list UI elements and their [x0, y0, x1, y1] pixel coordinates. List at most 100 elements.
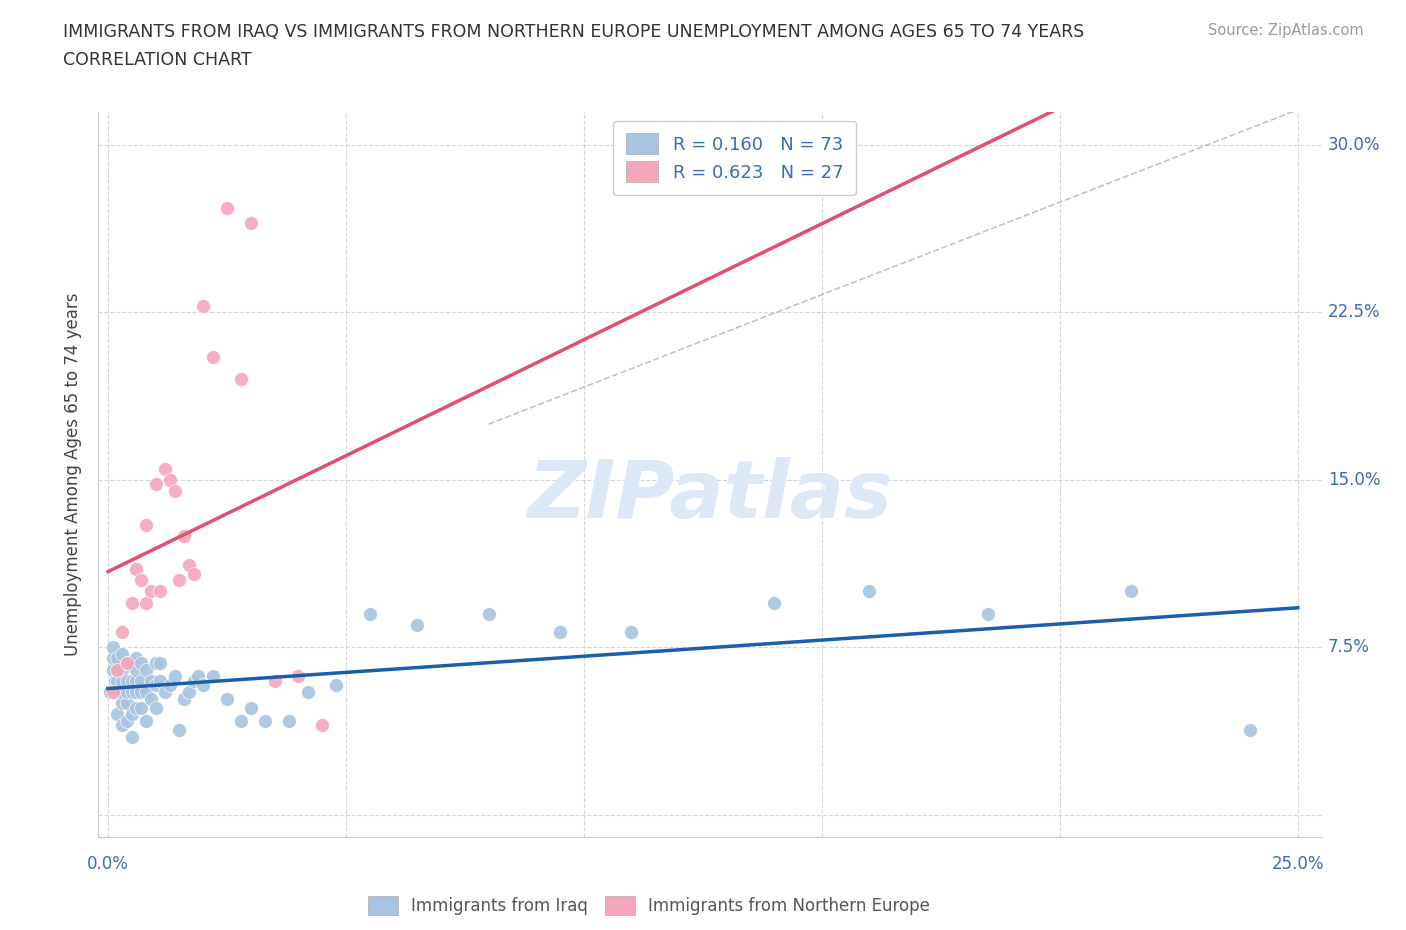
Point — [173, 691, 195, 706]
Point — [107, 707, 129, 722]
Point — [145, 477, 167, 492]
Text: CORRELATION CHART: CORRELATION CHART — [63, 51, 252, 69]
Text: 25.0%: 25.0% — [1271, 856, 1324, 873]
Point — [101, 684, 124, 699]
Point — [169, 573, 191, 588]
Point — [115, 696, 138, 711]
Point — [145, 700, 167, 715]
Point — [125, 651, 148, 666]
Point — [169, 723, 191, 737]
Point — [620, 624, 643, 639]
Point — [191, 678, 214, 693]
Point — [135, 595, 157, 610]
Point — [548, 624, 571, 639]
Text: 30.0%: 30.0% — [1327, 136, 1381, 154]
Point — [104, 684, 127, 699]
Point — [239, 216, 262, 231]
Point — [977, 606, 1000, 621]
Point — [125, 562, 148, 577]
Point — [111, 673, 134, 688]
Point — [107, 651, 129, 666]
Point — [121, 684, 143, 699]
Point — [159, 678, 181, 693]
Point — [478, 606, 501, 621]
Point — [129, 573, 152, 588]
Point — [153, 684, 176, 699]
Point — [135, 713, 157, 728]
Point — [277, 713, 299, 728]
Point — [231, 372, 253, 387]
Point — [297, 684, 319, 699]
Text: 22.5%: 22.5% — [1327, 303, 1381, 322]
Point — [129, 656, 152, 671]
Point — [111, 646, 134, 661]
Point — [287, 669, 309, 684]
Point — [763, 595, 786, 610]
Y-axis label: Unemployment Among Ages 65 to 74 years: Unemployment Among Ages 65 to 74 years — [65, 293, 83, 656]
Point — [115, 684, 138, 699]
Point — [153, 461, 176, 476]
Point — [191, 299, 214, 313]
Point — [187, 669, 209, 684]
Point — [101, 662, 124, 677]
Point — [159, 472, 181, 487]
Point — [149, 673, 172, 688]
Point — [263, 673, 285, 688]
Point — [135, 684, 157, 699]
Point — [125, 684, 148, 699]
Point — [125, 673, 148, 688]
Point — [253, 713, 276, 728]
Point — [129, 673, 152, 688]
Point — [177, 684, 200, 699]
Point — [163, 669, 186, 684]
Point — [129, 700, 152, 715]
Point — [183, 566, 205, 581]
Point — [111, 718, 134, 733]
Text: 7.5%: 7.5% — [1327, 638, 1369, 657]
Point — [215, 691, 238, 706]
Point — [115, 656, 138, 671]
Point — [135, 517, 157, 532]
Point — [98, 684, 121, 699]
Text: IMMIGRANTS FROM IRAQ VS IMMIGRANTS FROM NORTHERN EUROPE UNEMPLOYMENT AMONG AGES : IMMIGRANTS FROM IRAQ VS IMMIGRANTS FROM … — [63, 23, 1084, 41]
Text: ZIPatlas: ZIPatlas — [527, 457, 893, 535]
Point — [107, 662, 129, 677]
Point — [145, 678, 167, 693]
Point — [111, 624, 134, 639]
Point — [1239, 723, 1261, 737]
Point — [104, 673, 127, 688]
Point — [183, 673, 205, 688]
Point — [121, 595, 143, 610]
Point — [121, 729, 143, 744]
Point — [201, 350, 224, 365]
Point — [111, 684, 134, 699]
Text: Source: ZipAtlas.com: Source: ZipAtlas.com — [1208, 23, 1364, 38]
Text: 15.0%: 15.0% — [1327, 471, 1381, 489]
Point — [139, 673, 162, 688]
Point — [121, 673, 143, 688]
Point — [139, 584, 162, 599]
Point — [125, 662, 148, 677]
Point — [1121, 584, 1143, 599]
Point — [215, 200, 238, 215]
Point — [177, 557, 200, 572]
Point — [121, 707, 143, 722]
Point — [101, 651, 124, 666]
Point — [311, 718, 333, 733]
Point — [107, 684, 129, 699]
Point — [239, 700, 262, 715]
Point — [149, 584, 172, 599]
Point — [406, 618, 429, 632]
Point — [101, 640, 124, 655]
Point — [111, 662, 134, 677]
Point — [325, 678, 347, 693]
Point — [231, 713, 253, 728]
Point — [107, 673, 129, 688]
Point — [135, 662, 157, 677]
Point — [149, 656, 172, 671]
Point — [163, 484, 186, 498]
Point — [125, 700, 148, 715]
Point — [359, 606, 381, 621]
Point — [145, 656, 167, 671]
Point — [858, 584, 880, 599]
